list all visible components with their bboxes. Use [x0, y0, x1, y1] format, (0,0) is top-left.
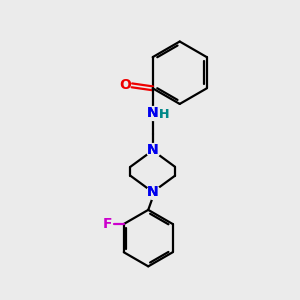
- Text: N: N: [147, 185, 158, 199]
- Text: H: H: [159, 108, 169, 121]
- Text: N: N: [147, 143, 158, 158]
- Text: F: F: [103, 217, 112, 231]
- Text: H: H: [159, 108, 169, 121]
- Text: N: N: [147, 106, 158, 120]
- Text: O: O: [119, 78, 131, 92]
- Text: N: N: [147, 106, 158, 120]
- Text: N: N: [147, 143, 158, 158]
- Text: N: N: [147, 185, 158, 199]
